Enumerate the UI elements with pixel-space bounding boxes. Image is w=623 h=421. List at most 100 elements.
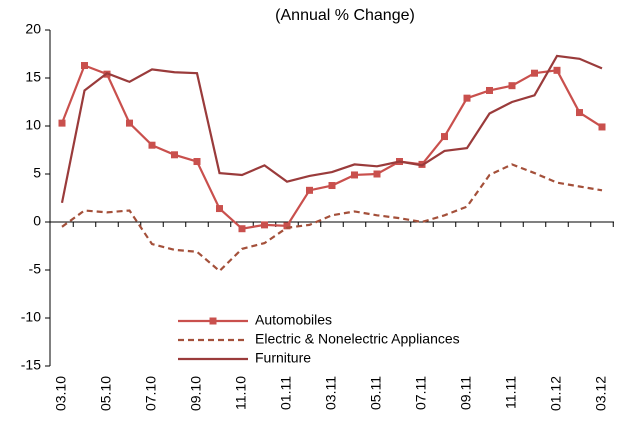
data-point	[398, 160, 400, 162]
legend-label: Automobiles	[255, 312, 332, 328]
data-point	[463, 94, 471, 102]
data-point	[488, 174, 490, 176]
data-point	[466, 205, 468, 207]
data-point	[328, 182, 336, 190]
data-point	[308, 224, 310, 226]
data-point	[443, 150, 445, 152]
data-point	[511, 163, 513, 165]
data-point	[148, 141, 156, 149]
x-tick-label: 03.12	[593, 376, 609, 411]
data-point	[556, 181, 558, 183]
data-point	[576, 109, 583, 117]
data-point	[241, 248, 243, 250]
y-tick-label: 0	[33, 213, 41, 229]
data-point	[421, 164, 423, 166]
data-point	[263, 242, 265, 244]
data-point	[61, 202, 63, 204]
y-tick-label: -15	[21, 357, 41, 373]
x-tick-label: 03.11	[323, 376, 339, 410]
data-point	[83, 209, 85, 211]
data-point	[171, 151, 178, 159]
data-point	[283, 222, 291, 230]
x-tick-label: 03.10	[53, 376, 69, 411]
data-point	[151, 243, 153, 245]
data-point	[533, 94, 535, 96]
legend-label: Furniture	[255, 350, 311, 366]
data-point	[241, 174, 243, 176]
x-tick-label: 09.11	[458, 376, 474, 410]
data-point	[556, 55, 558, 57]
data-point	[173, 71, 175, 73]
data-point	[106, 72, 108, 74]
data-point	[58, 119, 66, 127]
data-point	[128, 81, 130, 83]
data-point	[193, 158, 201, 166]
data-point	[398, 217, 400, 219]
x-tick-label: 05.11	[368, 376, 384, 410]
data-point	[598, 123, 606, 131]
data-point	[173, 249, 175, 251]
data-point	[351, 171, 358, 179]
data-point	[441, 133, 448, 141]
x-tick-label: 05.10	[98, 376, 114, 411]
data-point	[128, 209, 130, 211]
y-tick-label: 10	[25, 117, 41, 133]
data-point	[196, 251, 198, 253]
data-point	[443, 214, 445, 216]
data-point	[263, 164, 265, 166]
y-tick-label: 15	[25, 69, 41, 85]
data-point	[376, 165, 378, 167]
series-line	[60, 54, 603, 204]
data-point	[601, 67, 603, 69]
data-point	[106, 211, 108, 213]
y-tick-label: -10	[21, 309, 41, 325]
data-point	[61, 226, 63, 228]
data-point	[578, 185, 580, 187]
x-tick-label: 01.11	[278, 376, 294, 410]
data-point	[306, 186, 313, 194]
data-point	[488, 112, 490, 114]
data-point	[353, 163, 355, 165]
data-point	[331, 214, 333, 216]
data-point	[353, 210, 355, 212]
data-point	[531, 69, 538, 77]
chart-title: (Annual % Change)	[275, 7, 415, 24]
data-point	[308, 175, 310, 177]
data-point	[218, 172, 220, 174]
x-tick-label: 11.10	[233, 376, 249, 410]
data-point	[511, 101, 513, 103]
legend-label: Electric & Nonelectric Appliances	[255, 331, 460, 347]
series-line	[60, 64, 603, 230]
x-tick-label: 01.12	[548, 376, 564, 411]
data-point	[533, 172, 535, 174]
data-point	[508, 82, 516, 90]
data-point	[331, 171, 333, 173]
y-tick-label: 20	[25, 21, 41, 37]
data-point	[83, 89, 85, 91]
y-tick-label: -5	[29, 261, 42, 277]
data-point	[196, 72, 198, 74]
data-point	[486, 86, 493, 94]
x-tick-label: 07.11	[413, 376, 429, 410]
x-tick-label: 09.10	[188, 376, 204, 411]
data-point	[126, 119, 133, 127]
data-point	[216, 205, 223, 213]
data-point	[421, 221, 423, 223]
data-point	[218, 270, 220, 272]
data-point	[286, 227, 288, 229]
data-point	[261, 221, 268, 229]
series-line	[61, 163, 603, 273]
data-point	[373, 170, 381, 178]
legend-marker	[209, 317, 217, 325]
data-point	[376, 214, 378, 216]
data-point	[601, 189, 603, 191]
data-point	[553, 66, 561, 74]
data-point	[151, 68, 153, 70]
data-point	[81, 62, 88, 70]
x-tick-label: 07.10	[143, 376, 159, 411]
data-point	[466, 147, 468, 149]
data-point	[286, 180, 288, 182]
data-point	[238, 225, 246, 233]
x-tick-label: 11.11	[503, 376, 519, 409]
